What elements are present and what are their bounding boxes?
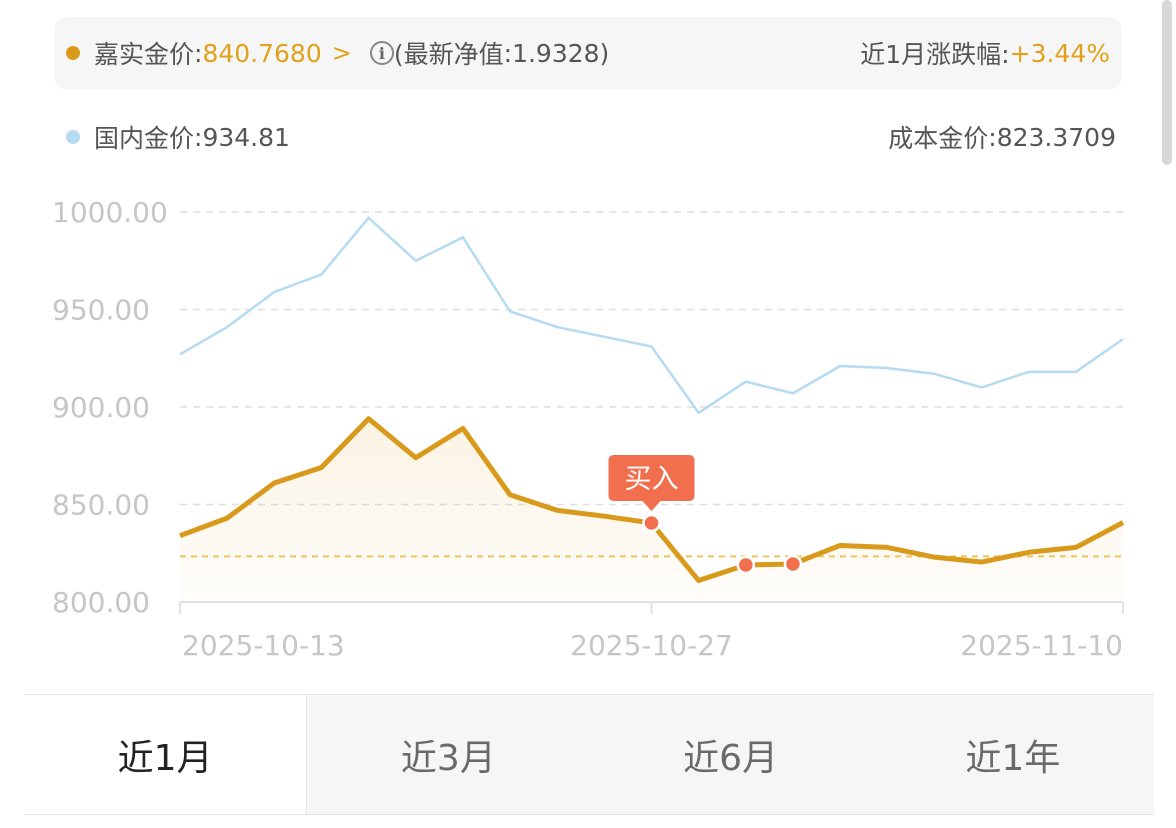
y-tick-label: 950.00 bbox=[52, 294, 150, 327]
buy-marker: 买入 bbox=[608, 455, 695, 512]
domestic-legend-dot bbox=[66, 130, 80, 144]
chevron-right-icon[interactable]: > bbox=[331, 39, 352, 67]
domestic-series-line bbox=[179, 216, 1124, 415]
nav-label: (最新净值 bbox=[393, 40, 504, 69]
price-chart[interactable]: 1000.00 950.00 900.00 850.00 800.00 2025-10-1… bbox=[0, 170, 1176, 690]
cost-label: 成本金价 bbox=[888, 124, 989, 153]
scrollbar[interactable] bbox=[1162, 0, 1172, 165]
y-tick-label: 900.00 bbox=[52, 391, 150, 424]
buy-marker-pointer bbox=[641, 500, 662, 512]
change-label: 近1月涨跌幅: bbox=[860, 40, 1010, 69]
buy-marker-bg bbox=[608, 455, 695, 502]
tab-3-months[interactable]: 近3月 bbox=[307, 695, 590, 814]
x-tick-label: 2025-11-10 bbox=[960, 629, 1123, 662]
fund-info-bar: 嘉实金价:840.7680 > i (最新净值:1.9328) 近1月涨跌幅: +… bbox=[54, 17, 1122, 89]
trade-point bbox=[736, 555, 756, 575]
trade-point bbox=[783, 554, 803, 574]
tab-1-year[interactable]: 近1年 bbox=[871, 695, 1154, 814]
tab-1-month[interactable]: 近1月 bbox=[24, 695, 308, 814]
change-value: +3.44% bbox=[1009, 38, 1110, 68]
trade-point bbox=[642, 513, 661, 533]
nav-value: 1.9328 bbox=[512, 38, 600, 68]
nav-close: ) bbox=[599, 38, 610, 68]
fund-name: 嘉实金价 bbox=[94, 40, 195, 69]
fund-price[interactable]: 840.7680 bbox=[202, 38, 322, 68]
y-tick-label: 1000.00 bbox=[52, 196, 168, 229]
buy-marker-label: 买入 bbox=[625, 464, 679, 495]
fund-legend-dot bbox=[66, 46, 80, 60]
y-tick-label: 800.00 bbox=[52, 586, 150, 619]
cost-value: 823.3709 bbox=[996, 122, 1116, 152]
period-tabs: 近1月 近3月 近6月 近1年 bbox=[24, 694, 1154, 814]
domestic-label: 国内金价 bbox=[94, 124, 195, 153]
y-tick-label: 850.00 bbox=[52, 489, 150, 522]
x-tick-label: 2025-10-27 bbox=[570, 629, 733, 662]
divider bbox=[24, 814, 1154, 815]
tab-6-months[interactable]: 近6月 bbox=[589, 695, 872, 814]
domestic-value: 934.81 bbox=[202, 122, 290, 152]
info-icon[interactable]: i bbox=[369, 41, 394, 65]
x-tick-label: 2025-10-13 bbox=[182, 629, 345, 662]
domestic-info-row: 国内金价:934.81 成本金价:823.3709 bbox=[54, 104, 1122, 170]
